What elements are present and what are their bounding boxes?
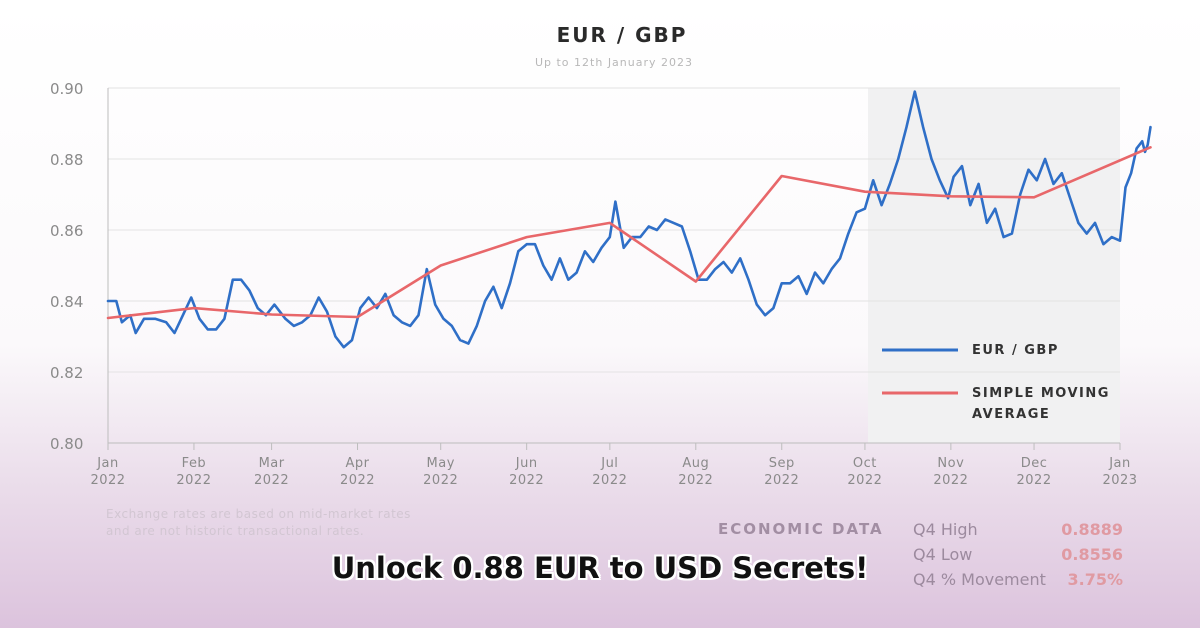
footnote: Exchange rates are based on mid-market r… (106, 506, 411, 540)
footnote-line-2: and are not historic transactional rates… (106, 524, 365, 538)
y-tick-label: 0.82 (50, 364, 83, 382)
economic-value: 0.8889 (1061, 520, 1123, 539)
series-line-eurgbp (106, 90, 1152, 349)
x-tick-month: Jun (515, 456, 538, 471)
legend-label-sma-line2: AVERAGE (972, 407, 1050, 422)
legend-label-sma-line1: SIMPLE MOVING (972, 386, 1110, 401)
x-tick-month: Jan (1108, 456, 1131, 471)
economic-row-q4-low: Q4 Low 0.8556 (913, 545, 1123, 569)
x-tick-year: 2022 (1017, 473, 1052, 488)
x-tick-year: 2022 (176, 473, 211, 488)
x-tick-month: Jul (600, 456, 618, 471)
x-tick-month: Mar (259, 456, 285, 471)
x-tick-month: Nov (937, 456, 964, 471)
x-tick-year: 2022 (933, 473, 968, 488)
x-tick-year: 2022 (509, 473, 544, 488)
x-tick-month: Sep (769, 456, 795, 471)
recent-period-shade (868, 88, 1120, 443)
legend-label-eurgbp: EUR / GBP (972, 343, 1059, 358)
economic-value: 0.8556 (1061, 545, 1123, 564)
x-tick-month: Jan (96, 456, 119, 471)
x-tick-year: 2022 (423, 473, 458, 488)
economic-label: Q4 % Movement (913, 570, 1046, 589)
x-tick-year: 2023 (1102, 473, 1137, 488)
economic-row-q4-high: Q4 High 0.8889 (913, 520, 1123, 544)
x-tick-month: May (427, 456, 455, 471)
x-tick-month: Feb (182, 456, 207, 471)
y-tick-label: 0.80 (50, 435, 83, 453)
economic-data-title: ECONOMIC DATA (718, 520, 884, 538)
x-tick-month: Dec (1021, 456, 1048, 471)
x-tick-year: 2022 (90, 473, 125, 488)
y-tick-label: 0.90 (50, 80, 83, 98)
footnote-line-1: Exchange rates are based on mid-market r… (106, 507, 411, 521)
series (106, 90, 1152, 349)
legend: EUR / GBP SIMPLE MOVING AVERAGE (882, 343, 1110, 422)
y-tick-label: 0.84 (50, 293, 83, 311)
x-tick-year: 2022 (254, 473, 289, 488)
series-line-sma (106, 146, 1152, 320)
economic-value: 3.75% (1067, 570, 1123, 589)
x-tick-year: 2022 (340, 473, 375, 488)
economic-label: Q4 High (913, 520, 978, 539)
headline-banner: Unlock 0.88 EUR to USD Secrets! (331, 551, 869, 585)
x-tick-year: 2022 (678, 473, 713, 488)
y-tick-label: 0.86 (50, 222, 83, 240)
chart-subtitle: Up to 12th January 2023 (535, 56, 693, 69)
x-tick-month: Apr (346, 456, 370, 471)
x-tick-year: 2022 (764, 473, 799, 488)
axes: 0.90 0.88 0.86 0.84 0.82 0.80 Jan 2022 Feb 2022 Ma… (50, 80, 1137, 488)
economic-row-q4-movement: Q4 % Movement 3.75% (913, 570, 1123, 594)
y-tick-label: 0.88 (50, 151, 83, 169)
chart-title: EUR / GBP (557, 23, 688, 47)
x-tick-month: Aug (682, 456, 709, 471)
x-tick-year: 2022 (592, 473, 627, 488)
economic-label: Q4 Low (913, 545, 973, 564)
x-tick-month: Oct (853, 456, 877, 471)
x-tick-year: 2022 (847, 473, 882, 488)
